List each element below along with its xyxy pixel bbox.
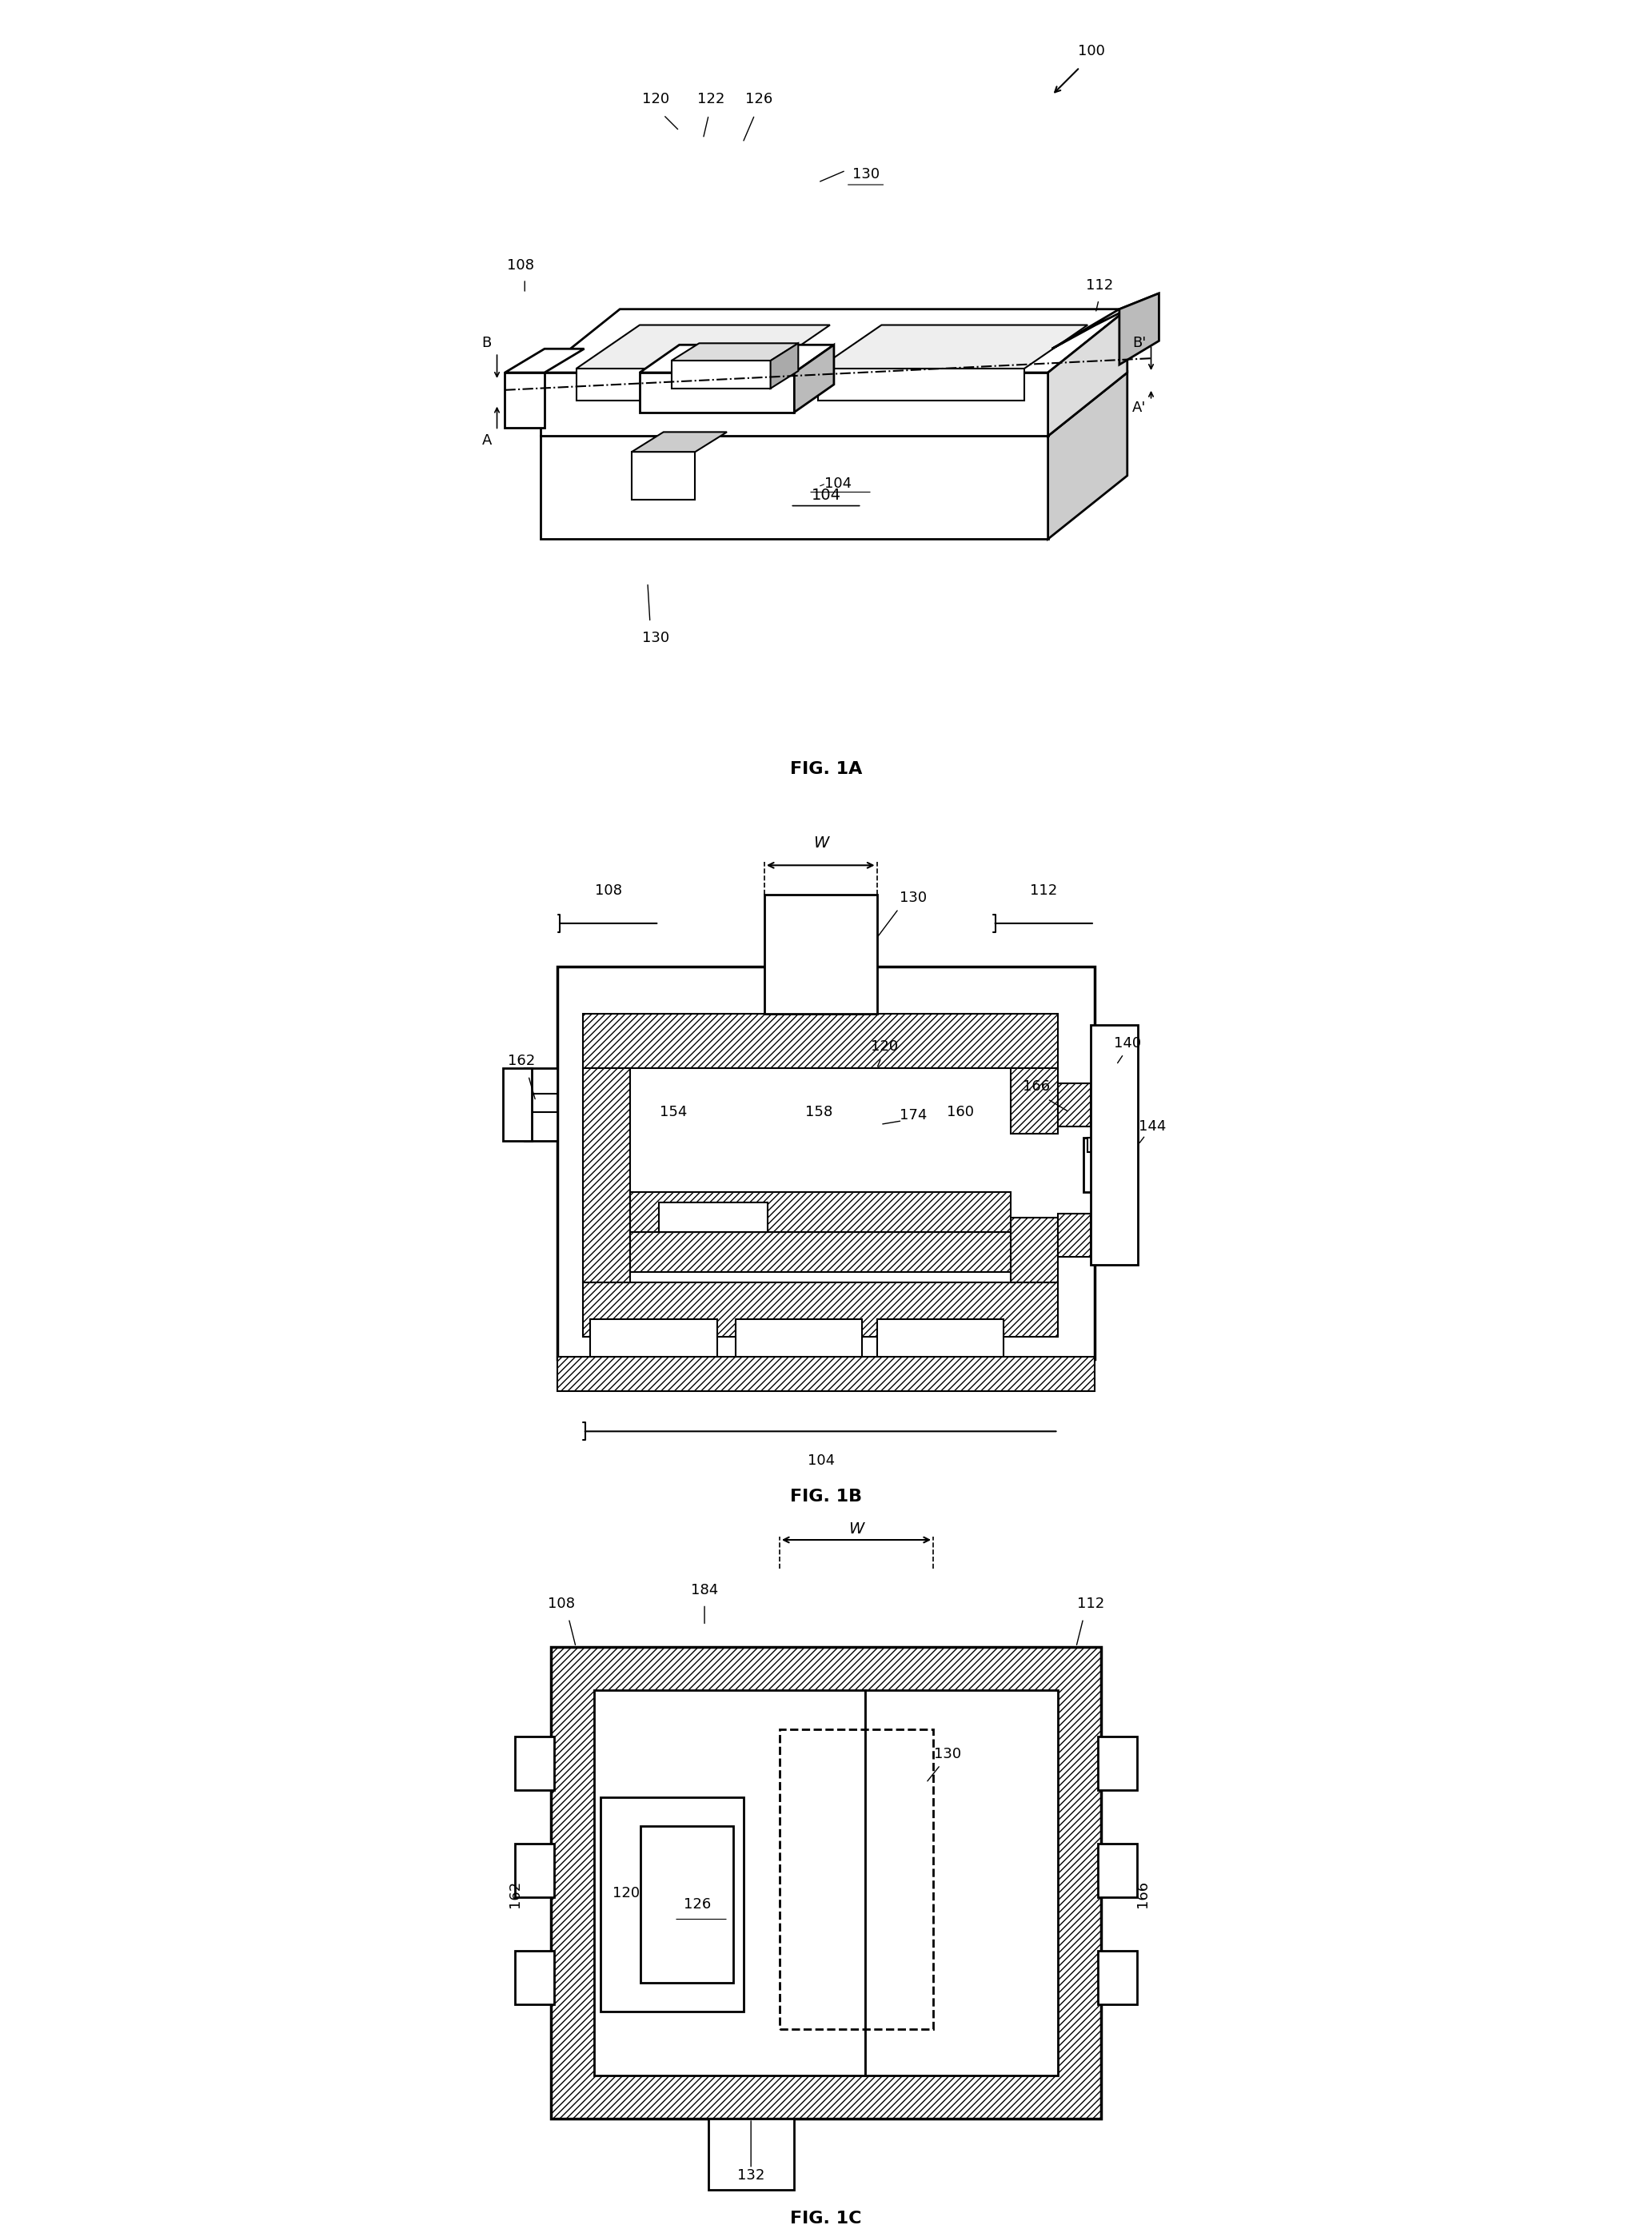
- Polygon shape: [631, 431, 727, 451]
- Bar: [877, 1320, 1004, 1358]
- Bar: [866, 1690, 1059, 2077]
- Bar: [1087, 1137, 1108, 1152]
- Polygon shape: [639, 344, 834, 373]
- Bar: [593, 1690, 866, 2077]
- Text: 112: 112: [1031, 884, 1057, 898]
- Text: FIG. 1B: FIG. 1B: [790, 1489, 862, 1505]
- Bar: [1097, 1844, 1137, 1898]
- Polygon shape: [671, 362, 770, 389]
- Bar: [1097, 1952, 1137, 2005]
- Polygon shape: [818, 326, 1087, 368]
- Text: 130: 130: [643, 632, 669, 645]
- Bar: [641, 1827, 733, 1983]
- Polygon shape: [577, 326, 829, 368]
- Text: 166: 166: [1023, 1079, 1051, 1094]
- Text: 126: 126: [684, 1898, 710, 1911]
- Polygon shape: [540, 435, 1047, 538]
- Polygon shape: [506, 348, 585, 373]
- Text: B': B': [1132, 335, 1146, 351]
- Polygon shape: [540, 373, 1127, 435]
- Text: 122: 122: [697, 92, 725, 107]
- Bar: [515, 1952, 555, 2005]
- Bar: [1059, 1213, 1090, 1257]
- Polygon shape: [1047, 308, 1127, 435]
- Text: 140: 140: [1113, 1036, 1142, 1050]
- Text: 120: 120: [613, 1887, 639, 1900]
- Polygon shape: [577, 368, 767, 400]
- Bar: [515, 1844, 555, 1898]
- Polygon shape: [1047, 373, 1127, 538]
- Polygon shape: [540, 373, 1047, 435]
- Text: 108: 108: [548, 1597, 575, 1612]
- Bar: [629, 1192, 1011, 1233]
- Text: B: B: [482, 335, 492, 351]
- Polygon shape: [639, 373, 795, 413]
- Bar: [515, 1737, 555, 1791]
- Bar: [659, 1204, 768, 1233]
- Text: A': A': [1132, 400, 1146, 415]
- Bar: [1084, 1137, 1113, 1192]
- Text: 126: 126: [745, 92, 771, 107]
- Bar: [583, 1282, 1059, 1338]
- Text: 130: 130: [933, 1746, 961, 1762]
- Text: 144: 144: [1138, 1119, 1166, 1134]
- Bar: [1011, 1067, 1059, 1134]
- Bar: [629, 1233, 1011, 1271]
- Polygon shape: [540, 308, 1127, 373]
- Text: 160: 160: [947, 1105, 975, 1119]
- Polygon shape: [506, 373, 545, 429]
- Text: 166: 166: [1135, 1880, 1150, 1907]
- Text: W: W: [813, 835, 829, 851]
- Text: 174: 174: [899, 1108, 927, 1123]
- Bar: [780, 1728, 933, 2030]
- Bar: [583, 1067, 629, 1282]
- Polygon shape: [818, 368, 1024, 400]
- Polygon shape: [1120, 293, 1160, 364]
- Text: 162: 162: [507, 1054, 535, 1067]
- Bar: [1097, 1737, 1137, 1791]
- Polygon shape: [795, 344, 834, 413]
- Bar: [765, 893, 877, 1014]
- Bar: [529, 1094, 557, 1112]
- Text: 104: 104: [824, 476, 851, 491]
- Text: 108: 108: [507, 259, 534, 272]
- Text: 104: 104: [811, 487, 841, 502]
- Bar: [557, 1358, 1095, 1391]
- Polygon shape: [631, 451, 695, 500]
- Bar: [550, 1648, 1102, 2119]
- Bar: [583, 1014, 1059, 1067]
- Text: 120: 120: [643, 92, 669, 107]
- Text: 112: 112: [1077, 1597, 1104, 1612]
- Text: 154: 154: [659, 1105, 687, 1119]
- Bar: [601, 1798, 743, 2012]
- Bar: [590, 1320, 717, 1358]
- Bar: [502, 1067, 532, 1141]
- Polygon shape: [1052, 293, 1160, 348]
- Text: 112: 112: [1085, 279, 1113, 293]
- Polygon shape: [770, 344, 798, 389]
- Bar: [709, 2119, 795, 2191]
- Text: FIG. 1A: FIG. 1A: [790, 761, 862, 777]
- Text: 104: 104: [808, 1454, 834, 1467]
- Text: 184: 184: [691, 1583, 719, 1597]
- Text: W: W: [849, 1521, 864, 1536]
- Text: FIG. 1C: FIG. 1C: [790, 2211, 862, 2226]
- Text: 130: 130: [899, 891, 927, 904]
- Text: 108: 108: [595, 884, 621, 898]
- Text: 100: 100: [1079, 45, 1105, 58]
- Text: 162: 162: [507, 1880, 522, 1907]
- Text: 120: 120: [871, 1041, 897, 1054]
- Bar: [1090, 1025, 1138, 1264]
- Bar: [1059, 1083, 1090, 1125]
- Text: A: A: [482, 433, 492, 449]
- Bar: [735, 1320, 862, 1358]
- Bar: [557, 967, 1095, 1358]
- Text: 132: 132: [737, 2168, 765, 2184]
- Bar: [525, 1067, 557, 1141]
- Text: 130: 130: [852, 167, 879, 181]
- Bar: [1011, 1217, 1059, 1282]
- Polygon shape: [671, 344, 798, 362]
- Text: 158: 158: [805, 1105, 833, 1119]
